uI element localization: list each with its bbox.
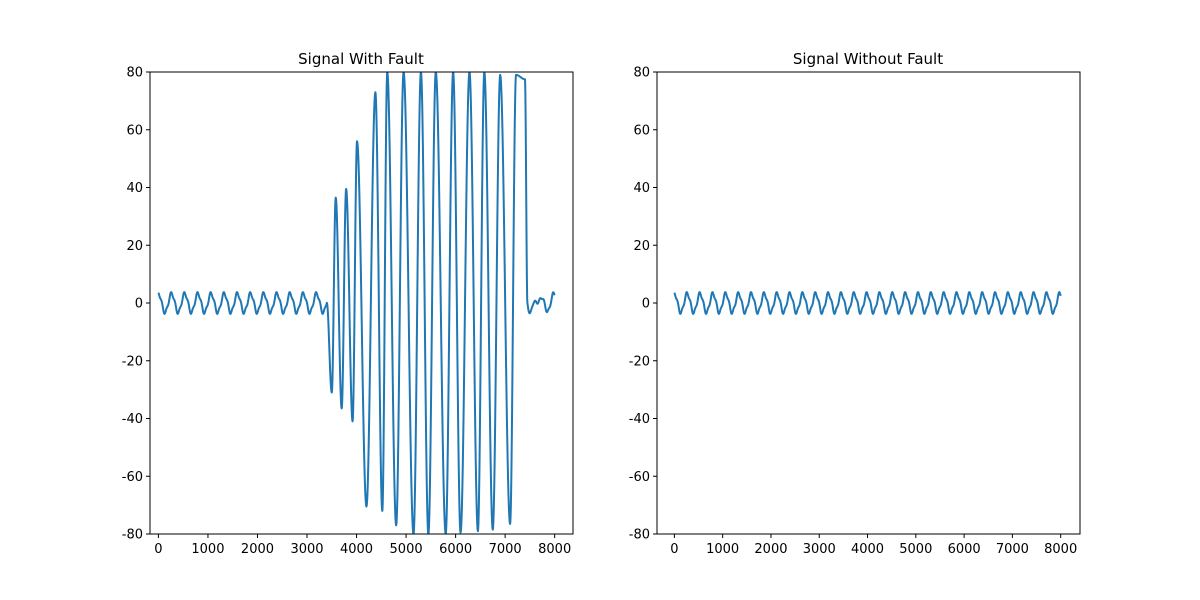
y-tick-label: -80 — [122, 528, 143, 543]
x-tick-label: 7000 — [996, 542, 1029, 557]
x-tick-label: 5000 — [390, 542, 423, 557]
x-tick-label: 2000 — [241, 542, 274, 557]
x-tick-label: 4000 — [851, 542, 884, 557]
y-axis: -80 -60 -40 -20 0 20 40 60 80 — [629, 66, 657, 543]
y-tick-label: 0 — [642, 297, 650, 312]
series-line — [157, 72, 556, 534]
x-tick-label: 8000 — [538, 542, 571, 557]
y-tick-label: 40 — [633, 181, 650, 196]
x-tick-label: 0 — [154, 542, 162, 557]
y-tick-label: 20 — [633, 239, 650, 254]
x-axis: 0 1000 2000 3000 4000 5000 6000 7000 8000 — [154, 534, 571, 557]
y-tick-label: -80 — [629, 528, 650, 543]
x-axis: 0 1000 2000 3000 4000 5000 6000 7000 8000 — [670, 534, 1077, 557]
axes-frame — [149, 71, 574, 535]
y-tick-label: -40 — [629, 412, 650, 427]
chart-signal-without-fault: Signal Without Fault -80 -60 -40 -20 0 20 40 60… — [629, 50, 1081, 557]
y-tick-label: -20 — [122, 354, 143, 369]
y-tick-label: 20 — [126, 239, 143, 254]
x-tick-label: 3000 — [803, 542, 836, 557]
x-tick-label: 6000 — [439, 542, 472, 557]
chart-title: Signal Without Fault — [793, 50, 943, 68]
y-tick-label: 60 — [126, 123, 143, 138]
y-tick-label: 60 — [633, 123, 650, 138]
x-tick-label: 4000 — [340, 542, 373, 557]
x-tick-label: 2000 — [754, 542, 787, 557]
plot-area — [157, 72, 556, 534]
x-tick-label: 1000 — [191, 542, 224, 557]
x-tick-label: 3000 — [290, 542, 323, 557]
x-tick-label: 7000 — [489, 542, 522, 557]
y-tick-label: 80 — [126, 66, 143, 81]
y-tick-label: -60 — [629, 470, 650, 485]
y-axis: -80 -60 -40 -20 0 20 40 60 80 — [122, 66, 150, 543]
chart-title: Signal With Fault — [298, 50, 424, 68]
chart-signal-with-fault: Signal With Fault -80-60-40-20020406080 … — [122, 50, 574, 557]
y-tick-label: -20 — [629, 354, 650, 369]
x-tick-label: 1000 — [706, 542, 739, 557]
plot-area — [673, 291, 1062, 315]
y-tick-label: 40 — [126, 181, 143, 196]
y-tick-label: -40 — [122, 412, 143, 427]
x-tick-label: 5000 — [899, 542, 932, 557]
axes-frame — [656, 71, 1081, 535]
x-tick-label: 6000 — [948, 542, 981, 557]
series-line — [673, 291, 1062, 315]
x-tick-label: 8000 — [1044, 542, 1077, 557]
y-tick-label: 0 — [135, 297, 143, 312]
y-tick-label: 80 — [633, 66, 650, 81]
x-tick-label: 0 — [670, 542, 678, 557]
y-tick-label: -60 — [122, 470, 143, 485]
